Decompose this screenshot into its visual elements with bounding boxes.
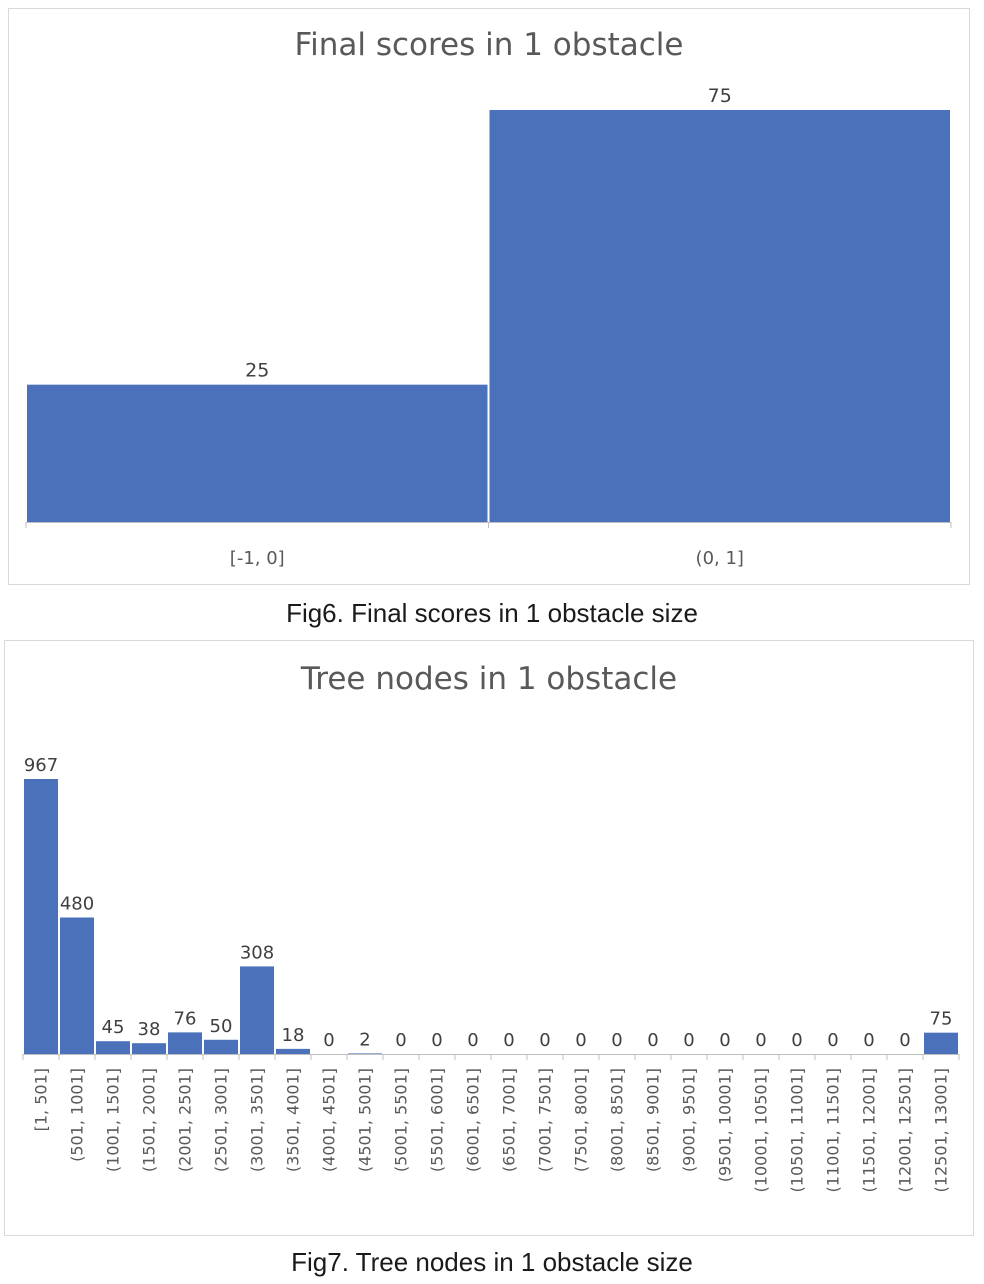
chart-panel-tree-nodes: Tree nodes in 1 obstacle 967 480 45 38 76 50 3… [4,640,974,1236]
bar [27,384,488,522]
chart-panel-final-scores: Final scores in 1 obstacle 25 75 [-1, 0] (0… [8,8,970,585]
bar [96,1041,130,1054]
figure-caption: Fig6. Final scores in 1 obstacle size [286,598,698,628]
figure-caption: Fig7. Tree nodes in 1 obstacle size [291,1247,693,1277]
tick-label: (9501, 10001] [716,1068,735,1182]
final-scores-plot: 25 75 [-1, 0] (0, 1] [25,85,952,569]
bar [24,779,58,1054]
data-label: 0 [647,1030,658,1051]
tick-label: (6001, 6501] [464,1068,483,1172]
data-label: 0 [503,1030,514,1051]
chart-title: Final scores in 1 obstacle [294,27,684,63]
bar [204,1039,238,1054]
tick-label: (8501, 9001] [644,1068,663,1172]
tick-label: (1001, 1501] [104,1068,123,1172]
data-label: 38 [138,1019,161,1040]
tick-label: (1501, 2001] [140,1068,159,1172]
tick-label: (8001, 8501] [608,1068,627,1172]
tick-label: (7001, 7501] [536,1068,555,1172]
data-label: 0 [719,1030,730,1051]
data-label: 0 [827,1030,838,1051]
data-label: 76 [174,1008,197,1029]
tick-label: (5001, 5501] [392,1068,411,1172]
data-label: 967 [24,755,58,776]
chart-title: Tree nodes in 1 obstacle [300,661,678,697]
tick-label: (0, 1] [696,548,744,569]
data-label: 0 [611,1030,622,1051]
data-label: 308 [240,942,274,963]
bar [348,1053,382,1054]
bar [240,966,274,1054]
data-label: 0 [755,1030,766,1051]
tick-label: (4001, 4501] [320,1068,339,1172]
tick-label: (10001, 10501] [752,1068,771,1192]
bar [924,1032,958,1054]
bar [168,1032,202,1054]
tick-label: (3501, 4001] [284,1068,303,1172]
data-label: 0 [791,1030,802,1051]
tick-label: (3001, 3501] [248,1068,267,1172]
tick-label: (4501, 5001] [356,1068,375,1172]
tick-label: (10501, 11001] [788,1068,807,1192]
tick-label: (7501, 8001] [572,1068,591,1172]
data-label: 0 [575,1030,586,1051]
tree-nodes-plot: 967 480 45 38 76 50 308 18 0 2 0 0 0 0 0 0 0 0 0 0 0 0 0 0 0 75 [1… [22,755,960,1192]
tick-label: (501, 1001] [68,1068,87,1162]
data-label: 45 [102,1017,125,1038]
tick-label: (9001, 9501] [680,1068,699,1172]
tick-label: [1, 501] [32,1068,51,1131]
bar [276,1048,310,1054]
tick-label: [-1, 0] [230,548,285,569]
tick-label: (6501, 7001] [500,1068,519,1172]
tick-label: (2501, 3001] [212,1068,231,1172]
tick-label: (11001, 11501] [824,1068,843,1192]
data-label: 75 [708,85,732,107]
tick-label: (5501, 6001] [428,1068,447,1172]
tick-label: (12501, 13001] [932,1068,951,1192]
data-label: 2 [359,1029,370,1050]
data-label: 0 [431,1030,442,1051]
data-label: 75 [930,1009,953,1030]
bar [60,917,94,1054]
data-label: 0 [467,1030,478,1051]
data-label: 50 [210,1016,233,1037]
tick-label: (11501, 12001] [860,1068,879,1192]
data-label: 0 [899,1030,910,1051]
data-label: 0 [683,1030,694,1051]
data-label: 25 [245,360,269,382]
tick-label: (12001, 12501] [896,1068,915,1192]
data-label: 0 [863,1030,874,1051]
bar [132,1043,166,1054]
bar [489,110,950,522]
tick-label: (2001, 2501] [176,1068,195,1172]
data-label: 18 [282,1025,305,1046]
data-label: 0 [539,1030,550,1051]
data-label: 0 [323,1030,334,1051]
data-label: 480 [60,893,94,914]
data-label: 0 [395,1030,406,1051]
